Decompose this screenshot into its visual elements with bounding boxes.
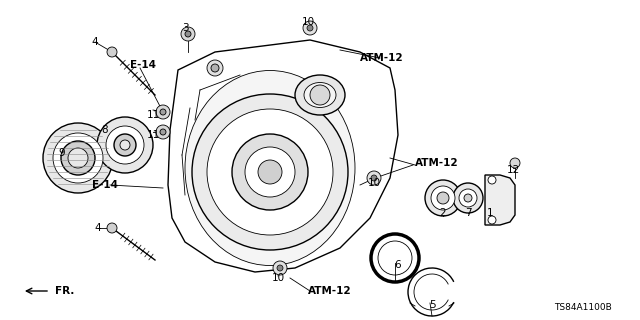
Circle shape (192, 94, 348, 250)
Circle shape (464, 194, 472, 202)
PathPatch shape (485, 175, 515, 225)
PathPatch shape (168, 40, 398, 272)
Ellipse shape (295, 75, 345, 115)
Text: 2: 2 (440, 208, 446, 218)
Circle shape (97, 117, 153, 173)
Text: 11: 11 (147, 130, 159, 140)
Text: 10: 10 (301, 17, 315, 27)
Circle shape (107, 47, 117, 57)
Text: 11: 11 (147, 110, 159, 120)
Ellipse shape (185, 70, 355, 266)
Text: E-14: E-14 (130, 60, 156, 70)
Circle shape (160, 109, 166, 115)
Text: E-14: E-14 (92, 180, 118, 190)
Text: 9: 9 (58, 148, 65, 158)
Circle shape (431, 186, 455, 210)
Circle shape (207, 60, 223, 76)
Circle shape (258, 160, 282, 184)
Circle shape (303, 21, 317, 35)
Ellipse shape (304, 83, 336, 108)
Circle shape (43, 123, 113, 193)
Text: FR.: FR. (55, 286, 74, 296)
Text: TS84A1100B: TS84A1100B (554, 302, 612, 311)
Circle shape (273, 261, 287, 275)
Circle shape (207, 109, 333, 235)
Circle shape (53, 133, 103, 183)
Circle shape (245, 147, 295, 197)
Text: 12: 12 (506, 165, 520, 175)
Circle shape (61, 141, 95, 175)
Circle shape (437, 192, 449, 204)
Circle shape (185, 31, 191, 37)
Text: ATM-12: ATM-12 (415, 158, 459, 168)
Text: 1: 1 (486, 208, 493, 218)
Text: 10: 10 (271, 273, 285, 283)
Circle shape (156, 105, 170, 119)
Circle shape (488, 216, 496, 224)
Circle shape (277, 265, 283, 271)
Circle shape (459, 189, 477, 207)
Circle shape (310, 85, 330, 105)
Text: 7: 7 (465, 208, 471, 218)
Text: 8: 8 (101, 125, 108, 135)
Circle shape (114, 134, 136, 156)
Circle shape (367, 171, 381, 185)
Circle shape (68, 148, 88, 168)
Circle shape (107, 223, 117, 233)
Text: 5: 5 (429, 300, 435, 310)
Circle shape (211, 64, 219, 72)
Circle shape (160, 129, 166, 135)
Text: 4: 4 (95, 223, 101, 233)
Circle shape (156, 125, 170, 139)
Text: 10: 10 (367, 178, 381, 188)
Text: 3: 3 (182, 23, 188, 33)
Circle shape (425, 180, 461, 216)
Circle shape (181, 27, 195, 41)
Text: 4: 4 (92, 37, 99, 47)
Circle shape (120, 140, 130, 150)
Circle shape (488, 176, 496, 184)
Text: ATM-12: ATM-12 (308, 286, 351, 296)
Circle shape (371, 175, 377, 181)
Circle shape (510, 158, 520, 168)
Text: 6: 6 (395, 260, 401, 270)
Circle shape (232, 134, 308, 210)
Circle shape (307, 25, 313, 31)
Circle shape (453, 183, 483, 213)
Text: ATM-12: ATM-12 (360, 53, 404, 63)
Circle shape (106, 126, 144, 164)
